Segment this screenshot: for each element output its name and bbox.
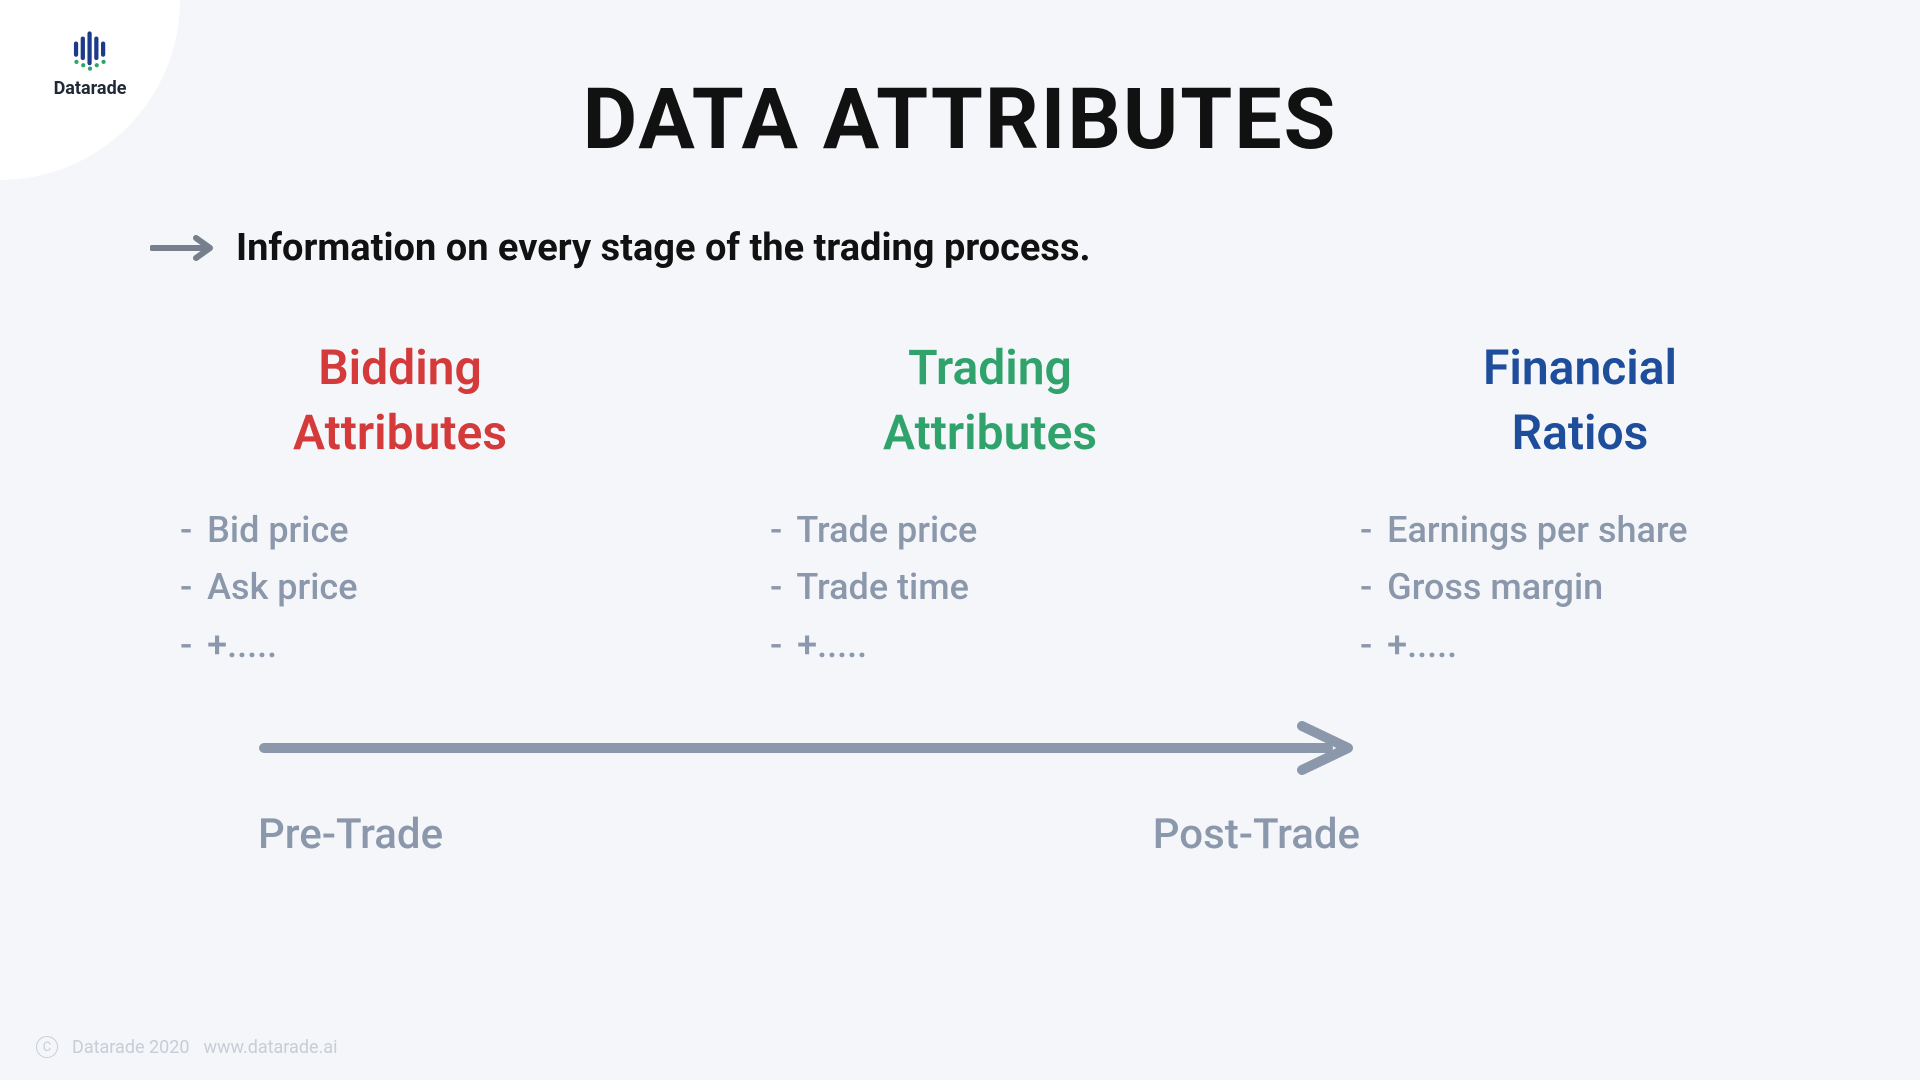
column-title-line2: Attributes	[883, 404, 1097, 461]
copyright-icon: C	[36, 1036, 58, 1058]
timeline-labels: Pre-Trade Post-Trade	[258, 810, 1360, 859]
column-items: - Bid price- Ask price- +.....	[180, 502, 620, 675]
column-title: Trading Attributes	[770, 336, 1210, 466]
subtitle-text: Information on every stage of the tradin…	[236, 226, 1091, 270]
column-item: - Trade price	[770, 502, 1210, 560]
column-title-line1: Financial	[1483, 339, 1677, 396]
timeline-arrow-icon	[258, 720, 1360, 776]
subtitle-arrow-icon	[150, 234, 218, 262]
column-title-line2: Ratios	[1512, 404, 1649, 461]
column-item: - +.....	[180, 617, 620, 675]
column-item: - Gross margin	[1360, 559, 1800, 617]
subtitle-row: Information on every stage of the tradin…	[150, 226, 1091, 270]
column-items: - Trade price- Trade time- +.....	[770, 502, 1210, 675]
column-title-line2: Attributes	[293, 404, 507, 461]
brand-logo-icon	[65, 28, 115, 72]
timeline-start-label: Pre-Trade	[258, 810, 443, 859]
column-item: - +.....	[770, 617, 1210, 675]
column-items: - Earnings per share- Gross margin- +...…	[1360, 502, 1800, 675]
page-title: DATA ATTRIBUTES	[0, 70, 1920, 169]
attribute-column: Trading Attributes - Trade price- Trade ti…	[770, 336, 1210, 674]
column-item: - Earnings per share	[1360, 502, 1800, 560]
column-title-line1: Trading	[908, 339, 1072, 396]
column-item: - Ask price	[180, 559, 620, 617]
footer-copyright: Datarade 2020	[72, 1037, 189, 1058]
attribute-column: Financial Ratios - Earnings per share- Gro…	[1360, 336, 1800, 674]
column-item: - Trade time	[770, 559, 1210, 617]
attribute-column: Bidding Attributes - Bid price- Ask price-…	[180, 336, 620, 674]
timeline-end-label: Post-Trade	[1153, 810, 1360, 859]
column-title: Bidding Attributes	[180, 336, 620, 466]
attribute-columns: BiddingAttributes- Bid price- Ask price-…	[180, 336, 1800, 674]
footer: C Datarade 2020 www.datarade.ai	[36, 1036, 337, 1058]
column-item: - +.....	[1360, 617, 1800, 675]
footer-url: www.datarade.ai	[203, 1037, 337, 1058]
column-title: Financial Ratios	[1360, 336, 1800, 466]
column-title-line1: Bidding	[318, 339, 482, 396]
column-item: - Bid price	[180, 502, 620, 560]
